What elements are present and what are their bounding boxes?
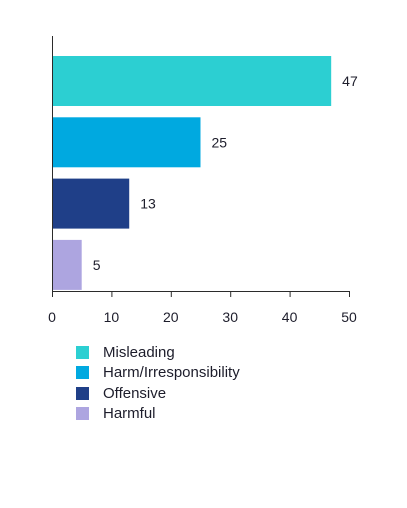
x-tick-label-40: 40 bbox=[282, 309, 298, 325]
value-labels: 47 25 13 5 bbox=[93, 73, 358, 273]
value-label-harm-irresponsibility: 25 bbox=[212, 134, 228, 150]
x-tick-label-20: 20 bbox=[163, 309, 179, 325]
bar-chart: 47 25 13 5 0 10 20 30 40 50 bbox=[48, 36, 358, 325]
x-tick-label-30: 30 bbox=[222, 309, 238, 325]
legend: Misleading Harm/Irresponsibility Offensi… bbox=[76, 344, 240, 427]
legend-label-harmful: Harmful bbox=[103, 404, 156, 422]
bars bbox=[52, 56, 332, 290]
legend-swatch-misleading bbox=[76, 346, 89, 359]
legend-item-harmful: Harmful bbox=[76, 404, 240, 422]
legend-swatch-harmful bbox=[76, 406, 89, 420]
legend-item-misleading: Misleading bbox=[76, 344, 240, 361]
legend-item-offensive: Offensive bbox=[76, 384, 240, 402]
bar-harm-irresponsibility bbox=[52, 117, 201, 168]
legend-swatch-offensive bbox=[76, 386, 89, 400]
x-tick-label-10: 10 bbox=[104, 309, 120, 325]
bar-offensive bbox=[52, 178, 130, 229]
x-tick-label-0: 0 bbox=[48, 309, 56, 325]
value-label-harmful: 5 bbox=[93, 257, 101, 273]
legend-swatch-harm-irresponsibility bbox=[76, 366, 89, 380]
bar-harmful bbox=[52, 239, 82, 290]
value-label-offensive: 13 bbox=[140, 196, 156, 212]
value-label-misleading: 47 bbox=[342, 73, 358, 89]
legend-label-misleading: Misleading bbox=[103, 344, 175, 361]
legend-label-offensive: Offensive bbox=[103, 384, 167, 402]
legend-item-harm-irresponsibility: Harm/Irresponsibility bbox=[76, 364, 240, 382]
x-axis-ticks: 0 10 20 30 40 50 bbox=[48, 291, 357, 325]
x-tick-label-50: 50 bbox=[341, 309, 357, 325]
bar-misleading bbox=[52, 56, 332, 106]
legend-label-harm-irresponsibility: Harm/Irresponsibility bbox=[103, 364, 240, 382]
